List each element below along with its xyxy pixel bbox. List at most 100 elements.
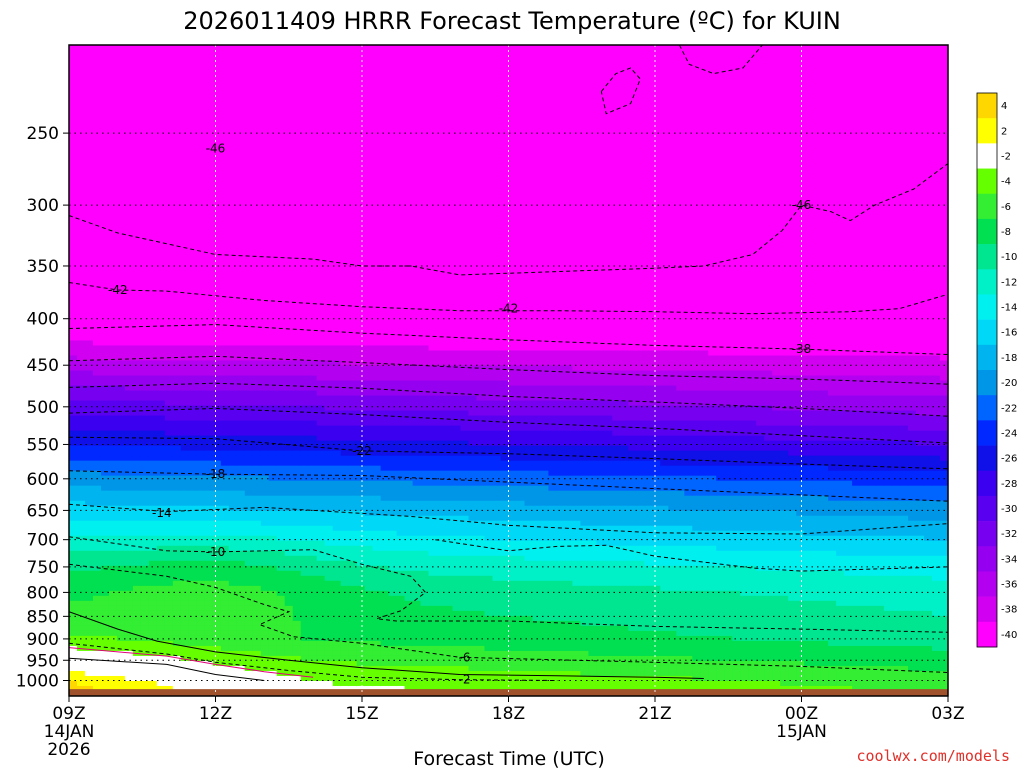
temperature-cell bbox=[69, 195, 78, 201]
temperature-cell bbox=[252, 170, 262, 176]
temperature-cell bbox=[204, 490, 214, 497]
temperature-cell bbox=[316, 165, 326, 171]
temperature-cell bbox=[300, 540, 310, 547]
temperature-cell bbox=[84, 210, 94, 216]
temperature-cell bbox=[172, 160, 182, 166]
temperature-cell bbox=[260, 140, 270, 146]
temperature-cell bbox=[236, 505, 246, 512]
temperature-cell bbox=[180, 240, 190, 246]
temperature-cell bbox=[156, 170, 166, 176]
temperature-cell bbox=[84, 680, 94, 687]
temperature-cell bbox=[236, 460, 246, 467]
temperature-cell bbox=[84, 400, 94, 407]
temperature-cell bbox=[300, 95, 310, 101]
temperature-cell bbox=[100, 310, 110, 317]
temperature-cell bbox=[236, 215, 246, 221]
temperature-cell bbox=[292, 230, 302, 236]
temperature-cell bbox=[316, 440, 326, 447]
temperature-cell bbox=[108, 175, 118, 181]
temperature-cell bbox=[292, 360, 302, 367]
temperature-cell bbox=[324, 585, 334, 592]
temperature-cell bbox=[164, 515, 174, 522]
temperature-cell bbox=[316, 225, 326, 231]
temperature-cell bbox=[348, 660, 358, 667]
temperature-cell bbox=[124, 170, 134, 176]
temperature-cell bbox=[348, 445, 358, 452]
temperature-cell bbox=[228, 610, 238, 617]
temperature-cell bbox=[69, 455, 78, 462]
temperature-cell bbox=[148, 150, 158, 156]
temperature-cell bbox=[300, 85, 310, 91]
temperature-cell bbox=[196, 495, 206, 502]
temperature-cell bbox=[348, 270, 358, 276]
temperature-cell bbox=[292, 195, 302, 201]
temperature-cell bbox=[92, 215, 102, 221]
temperature-cell bbox=[372, 45, 382, 51]
temperature-cell bbox=[308, 680, 318, 687]
temperature-cell bbox=[92, 240, 102, 246]
temperature-cell bbox=[244, 80, 254, 86]
temperature-cell bbox=[164, 330, 174, 337]
temperature-cell bbox=[268, 435, 278, 442]
temperature-cell bbox=[260, 345, 270, 352]
temperature-cell bbox=[236, 175, 246, 181]
temperature-cell bbox=[132, 485, 142, 492]
temperature-cell bbox=[188, 185, 198, 191]
temperature-cell bbox=[180, 65, 190, 71]
temperature-cell bbox=[276, 440, 286, 447]
temperature-cell bbox=[132, 540, 142, 547]
temperature-cell bbox=[76, 410, 86, 417]
temperature-cell bbox=[212, 55, 222, 61]
temperature-cell bbox=[244, 390, 254, 397]
temperature-cell bbox=[332, 55, 342, 61]
temperature-cell bbox=[364, 120, 374, 126]
temperature-cell bbox=[172, 250, 182, 256]
temperature-cell bbox=[252, 520, 262, 527]
temperature-cell bbox=[292, 170, 302, 176]
temperature-cell bbox=[228, 530, 238, 537]
temperature-cell bbox=[244, 305, 254, 312]
temperature-cell bbox=[316, 265, 326, 271]
temperature-cell bbox=[172, 310, 182, 317]
temperature-cell bbox=[132, 365, 142, 372]
temperature-cell bbox=[292, 180, 302, 186]
temperature-cell bbox=[132, 460, 142, 467]
temperature-cell bbox=[276, 535, 286, 542]
temperature-cell bbox=[308, 520, 318, 527]
temperature-cell bbox=[332, 195, 342, 201]
temperature-cell bbox=[164, 175, 174, 181]
temperature-cell bbox=[196, 565, 206, 572]
temperature-cell bbox=[292, 160, 302, 166]
temperature-cell bbox=[348, 490, 358, 497]
temperature-cell bbox=[252, 530, 262, 537]
temperature-cell bbox=[164, 190, 174, 196]
temperature-cell bbox=[212, 480, 222, 487]
temperature-cell bbox=[180, 345, 190, 352]
temperature-cell bbox=[124, 315, 134, 322]
temperature-cell bbox=[252, 605, 262, 612]
temperature-cell bbox=[76, 145, 86, 151]
temperature-cell bbox=[188, 125, 198, 131]
temperature-cell bbox=[164, 575, 174, 582]
temperature-cell bbox=[340, 550, 350, 557]
temperature-cell bbox=[308, 230, 318, 236]
temperature-cell bbox=[268, 520, 278, 527]
temperature-cell bbox=[212, 465, 222, 472]
temperature-cell bbox=[140, 60, 150, 66]
temperature-cell bbox=[69, 280, 78, 286]
temperature-cell bbox=[228, 340, 238, 347]
temperature-cell bbox=[348, 305, 358, 312]
temperature-cell bbox=[172, 675, 182, 682]
temperature-cell bbox=[308, 485, 318, 492]
temperature-cell bbox=[148, 610, 158, 617]
temperature-cell bbox=[204, 220, 214, 226]
temperature-cell bbox=[220, 100, 230, 106]
temperature-cell bbox=[340, 675, 350, 682]
temperature-cell bbox=[348, 220, 358, 226]
temperature-cell bbox=[172, 295, 182, 301]
temperature-cell bbox=[148, 230, 158, 236]
temperature-cell bbox=[116, 515, 126, 522]
temperature-cell bbox=[364, 200, 374, 206]
temperature-cell bbox=[324, 605, 334, 612]
temperature-cell bbox=[212, 440, 222, 447]
